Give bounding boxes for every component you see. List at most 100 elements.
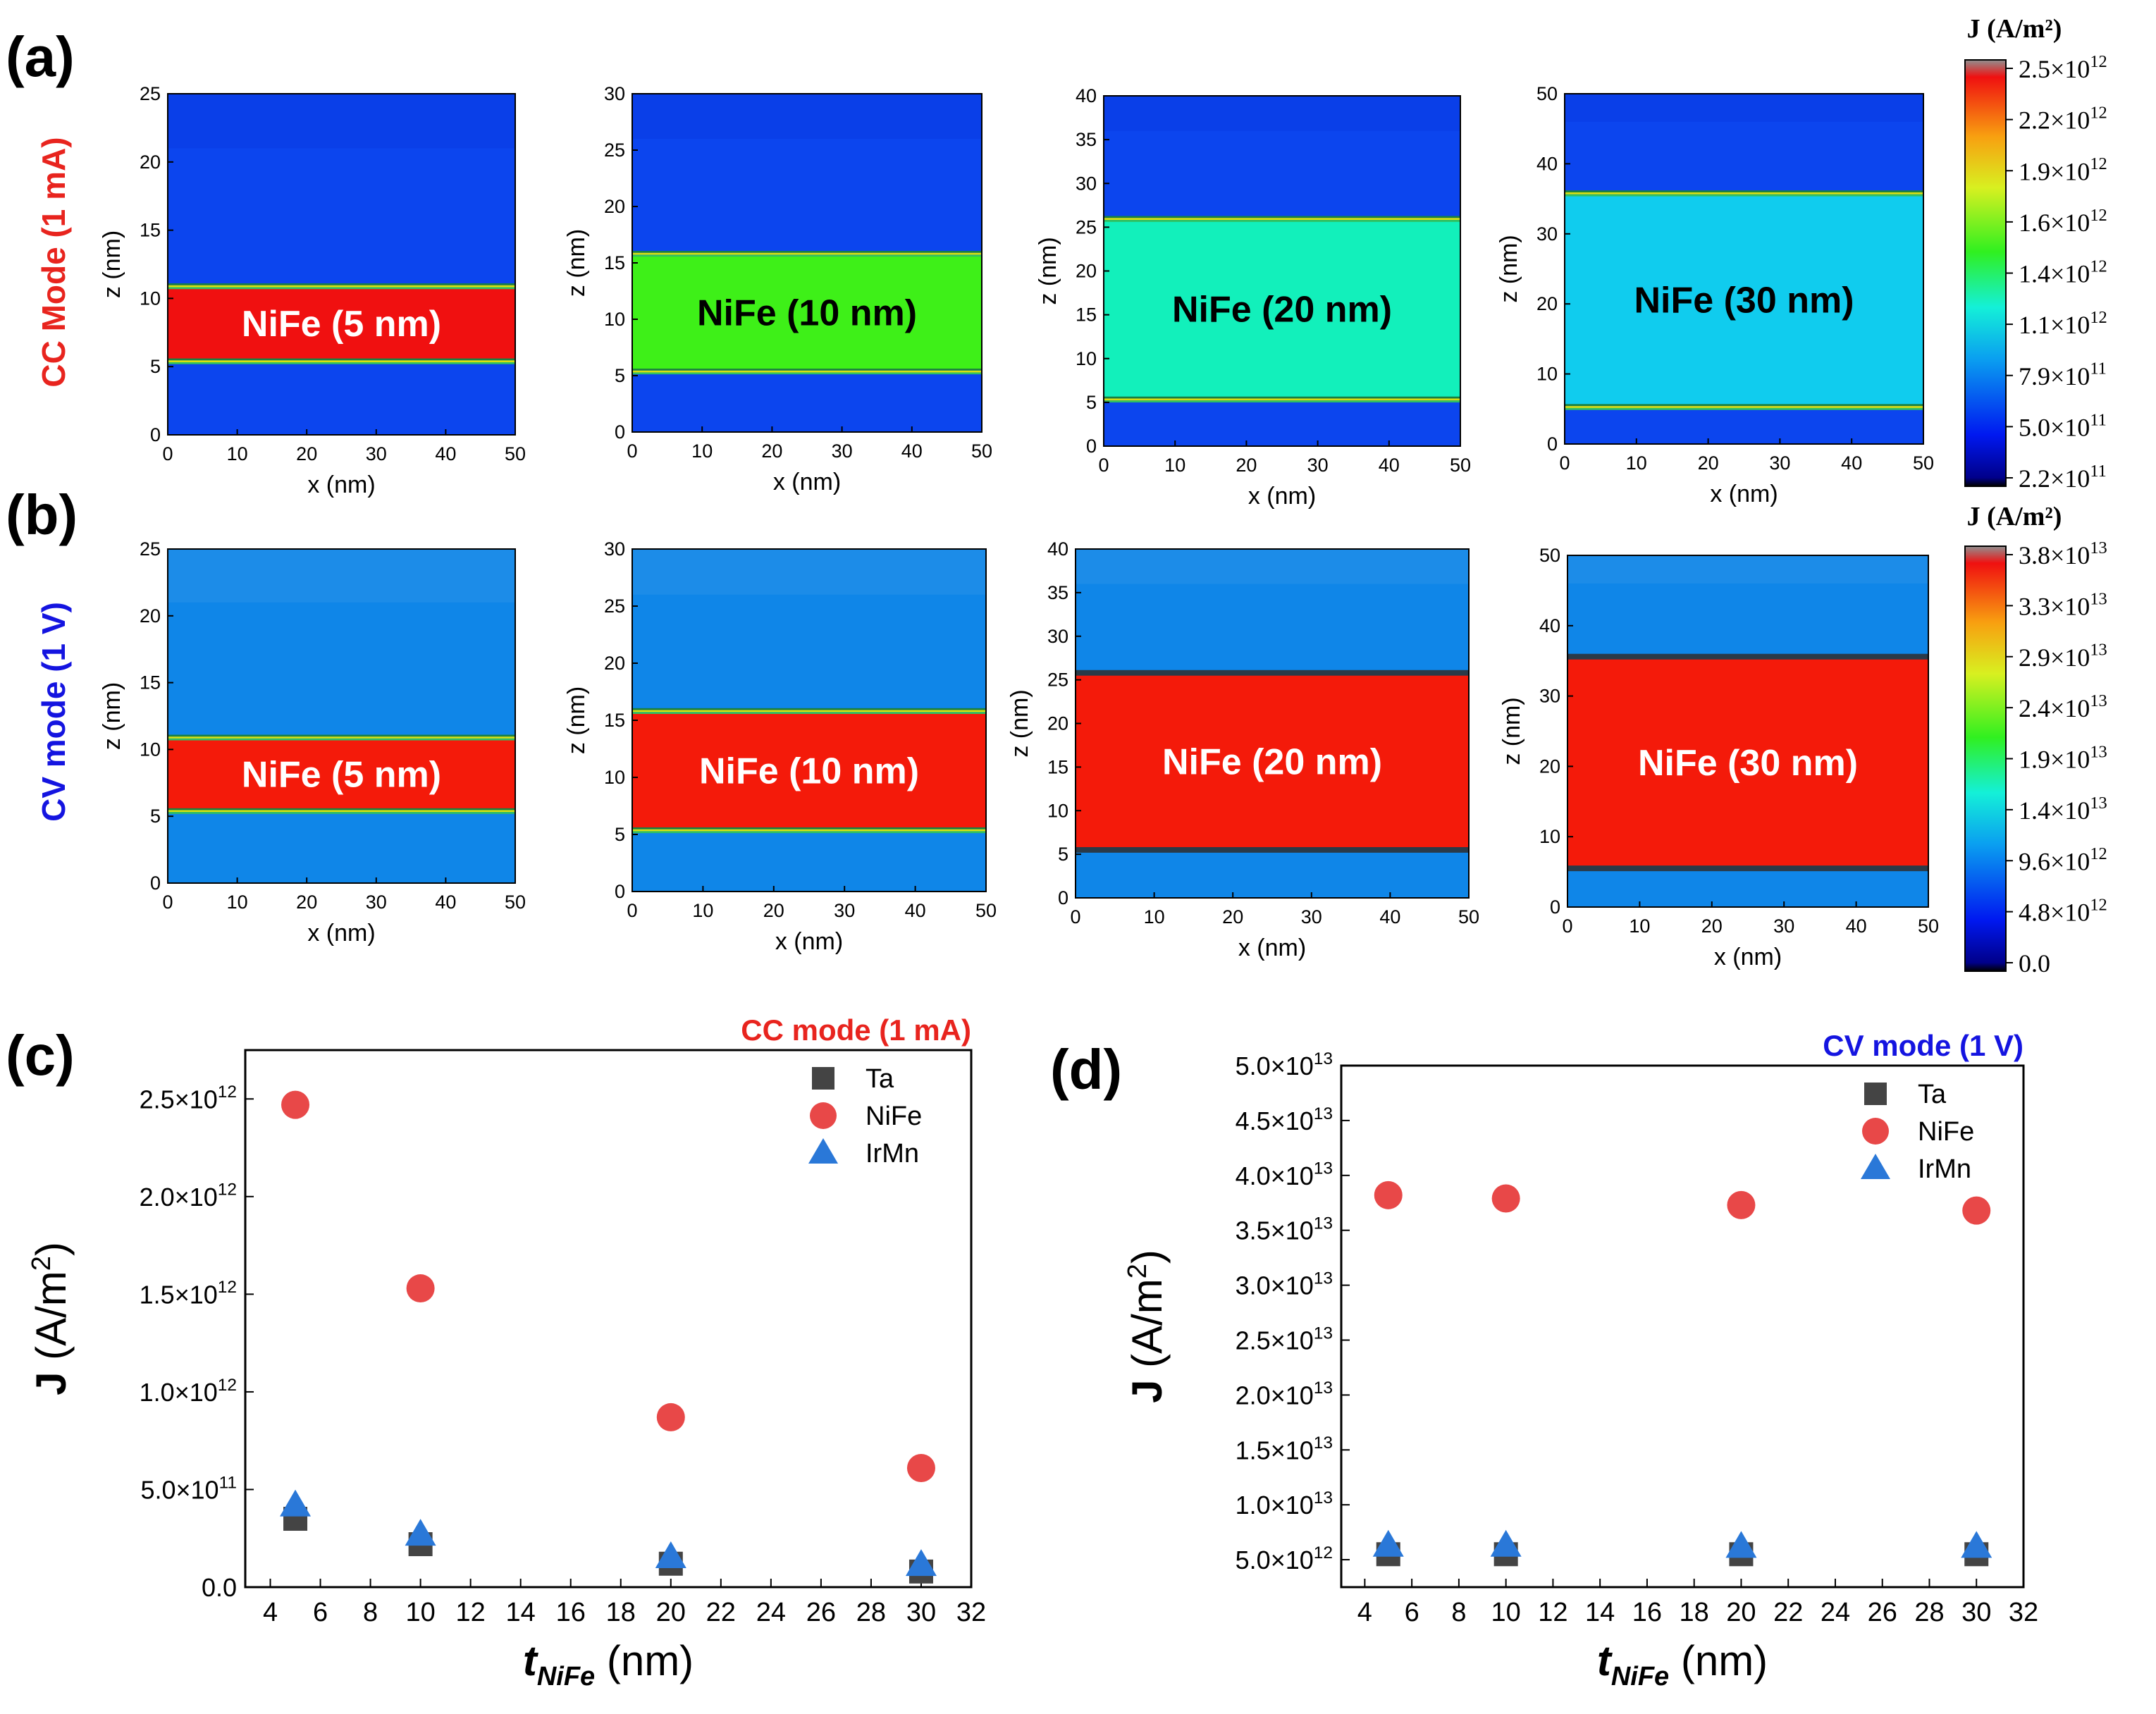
x-axis-symbol: t xyxy=(1597,1637,1613,1684)
x-tick-label: 0 xyxy=(627,440,637,462)
colorbar-tick-label-mantissa: 1.9 xyxy=(2019,157,2050,185)
y-axis-unit-close: ) xyxy=(1123,1250,1171,1264)
legend-marker-ta xyxy=(1864,1083,1887,1105)
row-label-a: CC Mode (1 mA) xyxy=(35,137,72,387)
y-tick-label-base: ×10 xyxy=(1271,1381,1314,1410)
x-tick-label: 20 xyxy=(761,440,782,462)
z-tick-label: 5 xyxy=(1058,844,1068,865)
y-tick-label-mantissa: 1.5 xyxy=(140,1280,175,1309)
x-tick-label: 40 xyxy=(1379,455,1400,476)
colorbar-tick-label-mantissa: 1.9 xyxy=(2019,746,2050,774)
plot-frame xyxy=(167,93,516,436)
z-tick-label: 20 xyxy=(1536,293,1558,314)
interface-top xyxy=(632,708,986,710)
colorbar-tick-label-mantissa: 2.9 xyxy=(2019,643,2050,672)
interface-bottom xyxy=(632,369,982,371)
point-nife-20nm xyxy=(1727,1190,1756,1219)
y-axis-unit-exponent: 2 xyxy=(1123,1264,1152,1278)
colorbar-tick-label-mantissa: 1.4 xyxy=(2019,796,2050,825)
x-tick-label: 10 xyxy=(1491,1598,1521,1627)
colorbar-colormap_cc: J (A/m²)2.5×10122.2×10121.9×10121.6×1012… xyxy=(1964,14,2107,493)
x-tick-label: 50 xyxy=(971,440,992,462)
x-tick-label: 10 xyxy=(227,892,248,913)
x-tick-label: 22 xyxy=(1773,1598,1803,1627)
z-tick-label: 15 xyxy=(140,220,161,241)
interface-top xyxy=(168,736,515,739)
z-tick-label: 0 xyxy=(1086,436,1097,457)
x-tick-label: 16 xyxy=(1632,1598,1662,1627)
z-tick-label: 10 xyxy=(1076,348,1097,369)
y-tick-label-mantissa: 5.0 xyxy=(1236,1546,1271,1574)
y-tick-label: 4.0×1013 xyxy=(1236,1159,1333,1190)
plot-frame xyxy=(244,1049,973,1589)
x-tick-label: 30 xyxy=(1773,915,1794,937)
interface-bottom xyxy=(632,370,982,373)
colorbar-tick-label-base: ×10 xyxy=(2050,106,2090,135)
x-tick-label: 0 xyxy=(162,443,173,464)
interface-top xyxy=(168,285,515,288)
y-tick-label-mantissa: 3.5 xyxy=(1236,1216,1271,1245)
x-tick-label: 50 xyxy=(975,900,997,921)
colorbar-tick-label-base: ×10 xyxy=(2050,311,2090,339)
y-tick-label-base: ×10 xyxy=(1271,1271,1314,1300)
z-tick-label: 50 xyxy=(1539,545,1560,566)
colorbar-tick-label: 2.2×1012 xyxy=(2019,104,2107,135)
colorbar-tick-label-exponent: 12 xyxy=(2090,896,2107,915)
cross-section-cc-3: NiFe (30 nm) 0 10 20 30 40 50 0 10 20 30 40 50 x (nm)… xyxy=(1496,83,1934,507)
point-nife-30nm xyxy=(906,1453,935,1482)
point-irmn-20nm xyxy=(655,1541,686,1569)
colorbar-tick-label-exponent: 13 xyxy=(2090,742,2107,761)
colorbar-title: J (A/m²) xyxy=(1967,502,2062,531)
x-tick-label: 0 xyxy=(162,892,173,913)
x-tick-label: 20 xyxy=(763,900,784,921)
colorbar-gradient xyxy=(1964,545,2007,972)
colorbar-tick-label: 0.0 xyxy=(2019,949,2050,978)
y-tick-label-exponent: 12 xyxy=(218,1376,237,1395)
z-axis-label: z (nm) xyxy=(99,682,125,750)
nife-layer xyxy=(1565,195,1923,406)
colorbar-tick-label: 4.8×1012 xyxy=(2019,896,2107,927)
y-tick-label-base: ×10 xyxy=(175,1378,218,1407)
x-tick-label: 40 xyxy=(901,440,923,462)
x-axis-label: x (nm) xyxy=(1238,935,1306,961)
colorbar-tick-label-mantissa: 1.4 xyxy=(2019,260,2050,288)
y-tick-label-exponent: 13 xyxy=(1314,1488,1333,1508)
y-tick-label: 2.5×1013 xyxy=(1236,1324,1333,1355)
x-tick-label: 30 xyxy=(906,1598,936,1627)
legend-marker-nife xyxy=(1862,1118,1889,1145)
z-tick-label: 15 xyxy=(604,710,625,731)
interface-top xyxy=(1565,192,1923,195)
nife-layer xyxy=(1567,656,1928,869)
x-tick-label: 40 xyxy=(905,900,926,921)
plot-frame xyxy=(1340,1064,2025,1589)
interface-bottom xyxy=(168,810,515,813)
nife-layer xyxy=(1076,672,1469,850)
colorbar-tick-label-mantissa: 7.9 xyxy=(2019,362,2050,390)
y-tick-label-base: ×10 xyxy=(1271,1436,1314,1465)
nife-layer-label: NiFe (10 nm) xyxy=(697,292,917,333)
y-tick-label-exponent: 13 xyxy=(1314,1324,1333,1343)
z-tick-label: 35 xyxy=(1047,582,1068,603)
interface-bottom xyxy=(1104,396,1460,399)
y-tick-label-mantissa: 2.5 xyxy=(1236,1326,1271,1355)
nife-layer-label: NiFe (20 nm) xyxy=(1162,741,1382,782)
x-tick-label: 20 xyxy=(1701,915,1723,937)
x-axis-label: x (nm) xyxy=(1710,481,1778,507)
colorbar-tick-label-mantissa: 2.5 xyxy=(2019,55,2050,83)
y-tick-label: 1.0×1013 xyxy=(1236,1488,1333,1519)
colorbar-tick-label: 7.9×1011 xyxy=(2019,359,2107,390)
z-axis-label: z (nm) xyxy=(1006,689,1033,757)
colorbar-tick-label-mantissa: 4.8 xyxy=(2019,899,2050,927)
x-tick-label: 10 xyxy=(1626,452,1647,474)
z-tick-label: 30 xyxy=(1047,626,1068,647)
colorbar-tick-label-exponent: 12 xyxy=(2090,154,2107,173)
x-tick-label: 30 xyxy=(1301,906,1322,927)
x-tick-label: 50 xyxy=(505,892,526,913)
colorbar-tick-label: 1.4×1012 xyxy=(2019,257,2107,288)
x-axis-subscript: NiFe xyxy=(1611,1662,1669,1691)
x-tick-label: 50 xyxy=(1450,455,1471,476)
colorbar-tick-label-exponent: 12 xyxy=(2090,844,2107,863)
plot-frame xyxy=(1567,555,1929,908)
x-tick-label: 30 xyxy=(1769,452,1790,474)
y-tick-label-exponent: 12 xyxy=(218,1180,237,1200)
